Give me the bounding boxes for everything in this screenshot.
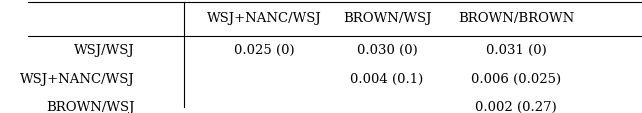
Text: WSJ+NANC/WSJ: WSJ+NANC/WSJ xyxy=(207,12,322,25)
Text: WSJ/WSJ: WSJ/WSJ xyxy=(74,43,135,56)
Text: BROWN/WSJ: BROWN/WSJ xyxy=(343,12,431,25)
Text: 0.006 (0.025): 0.006 (0.025) xyxy=(471,73,561,86)
Text: BROWN/BROWN: BROWN/BROWN xyxy=(458,12,574,25)
Text: 0.025 (0): 0.025 (0) xyxy=(234,43,295,56)
Text: WSJ+NANC/WSJ: WSJ+NANC/WSJ xyxy=(21,73,135,86)
Text: 0.030 (0): 0.030 (0) xyxy=(357,43,417,56)
Text: BROWN/WSJ: BROWN/WSJ xyxy=(47,100,135,113)
Text: 0.031 (0): 0.031 (0) xyxy=(486,43,546,56)
Text: 0.002 (0.27): 0.002 (0.27) xyxy=(475,100,557,113)
Text: 0.004 (0.1): 0.004 (0.1) xyxy=(351,73,424,86)
